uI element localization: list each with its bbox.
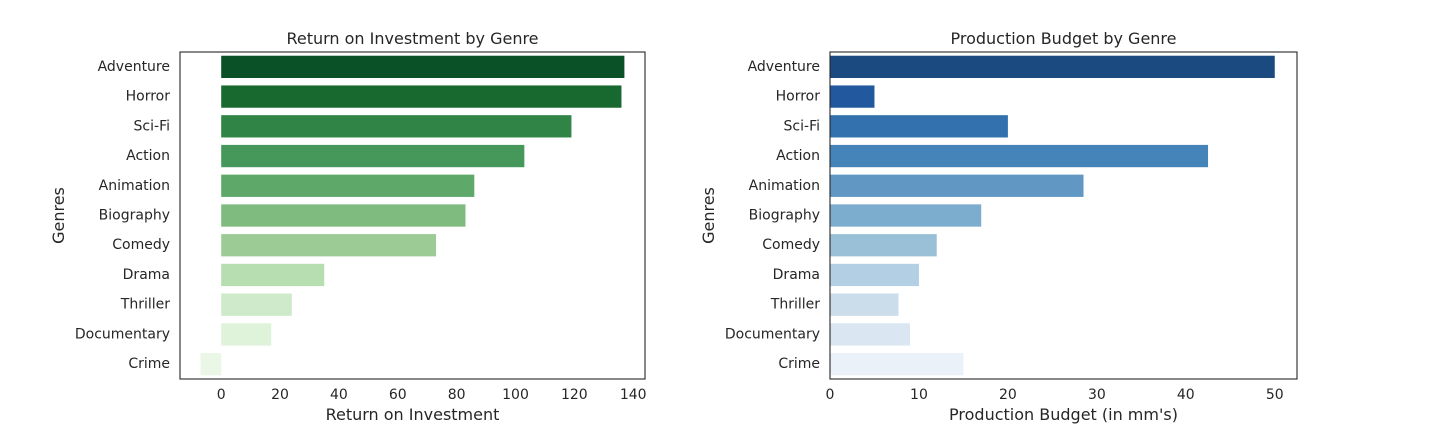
chart-2-x-tick-label: 50 [1266, 387, 1284, 403]
chart-1-x-tick-label: 140 [620, 387, 647, 403]
chart-1-y-tick-label: Horror [126, 89, 171, 105]
chart-2-axes-frame [829, 51, 1298, 380]
chart-1-x-tick-label: 80 [448, 387, 466, 403]
chart-1-y-tick-label: Biography [99, 208, 170, 224]
chart-1-y-tick-label: Documentary [75, 326, 170, 342]
chart-1-x-tick-label: 120 [561, 387, 588, 403]
chart-2-bar-sci-fi [830, 115, 1008, 138]
chart-1-bar-biography [221, 204, 466, 227]
chart-2-x-tick-label: 30 [1088, 387, 1106, 403]
chart-1-y-tick-label: Adventure [98, 59, 170, 75]
chart-2-y-tick-label: Adventure [748, 59, 820, 75]
chart-1-y-tick-label: Thriller [120, 297, 170, 313]
chart-2-y-tick-label: Documentary [725, 326, 820, 342]
chart-1-y-tick-label: Sci-Fi [134, 118, 170, 134]
chart-1-bar-documentary [221, 323, 272, 346]
chart-2-x-tick-label: 10 [910, 387, 928, 403]
chart-1-axes-frame [179, 51, 646, 380]
chart-2-y-tick-label: Biography [749, 208, 820, 224]
chart-1-x-tick-label: 100 [502, 387, 529, 403]
chart-1-bar-animation [221, 174, 475, 197]
chart-2-y-tick-label: Horror [776, 89, 821, 105]
chart-1-bar-action [221, 144, 525, 168]
chart-1-x-tick-label: 40 [330, 387, 348, 403]
chart-2-bar-documentary [830, 323, 911, 346]
chart-1-x-axis-label: Return on Investment [326, 405, 500, 424]
chart-1-bar-horror [221, 85, 622, 108]
chart-2-y-axis-label: Genres [699, 187, 718, 244]
chart-1-y-tick-label: Action [126, 148, 170, 164]
chart-1-bar-thriller [221, 293, 292, 316]
chart-2-y-tick-label: Drama [773, 267, 820, 283]
chart-1-y-tick-label: Crime [128, 356, 170, 372]
chart-2-bar-biography [830, 204, 982, 227]
chart-2-bar-animation [830, 174, 1084, 197]
chart-1-bar-crime [200, 352, 222, 376]
chart-2-bar-adventure [830, 55, 1275, 79]
chart-2-y-tick-label: Animation [749, 178, 820, 194]
chart-2-x-tick-label: 40 [1177, 387, 1195, 403]
chart-1-bar-comedy [221, 234, 437, 257]
chart-1-x-tick-label: 20 [271, 387, 289, 403]
chart-2-x-axis-label: Production Budget (in mm's) [949, 405, 1178, 424]
chart-1-bar-adventure [221, 55, 625, 79]
chart-2-bar-comedy [830, 234, 937, 257]
chart-2-y-tick-label: Sci-Fi [784, 118, 820, 134]
chart-2-y-tick-label: Crime [778, 356, 820, 372]
chart-1-y-axis-label: Genres [49, 187, 68, 244]
chart-2-bar-drama [830, 263, 919, 287]
chart-2-title: Production Budget by Genre [950, 29, 1176, 48]
chart-2-bar-action [830, 144, 1209, 168]
chart-1-x-tick-label: 60 [389, 387, 407, 403]
chart-1-x-tick-label: 0 [217, 387, 226, 403]
chart-1-y-tick-label: Animation [99, 178, 170, 194]
chart-1-y-tick-label: Drama [123, 267, 170, 283]
chart-2-bar-crime [830, 352, 964, 376]
chart-2-x-tick-label: 20 [999, 387, 1017, 403]
chart-2-x-tick-label: 0 [826, 387, 835, 403]
chart-2-bar-horror [830, 85, 875, 108]
chart-1-bar-sci-fi [221, 115, 572, 138]
chart-2-y-tick-label: Thriller [770, 297, 820, 313]
chart-1-y-tick-label: Comedy [112, 237, 170, 253]
chart-2-y-tick-label: Comedy [762, 237, 820, 253]
chart-2-bar-thriller [830, 293, 899, 316]
chart-1-bar-drama [221, 263, 325, 287]
chart-1-title: Return on Investment by Genre [286, 29, 538, 48]
chart-2-y-tick-label: Action [776, 148, 820, 164]
